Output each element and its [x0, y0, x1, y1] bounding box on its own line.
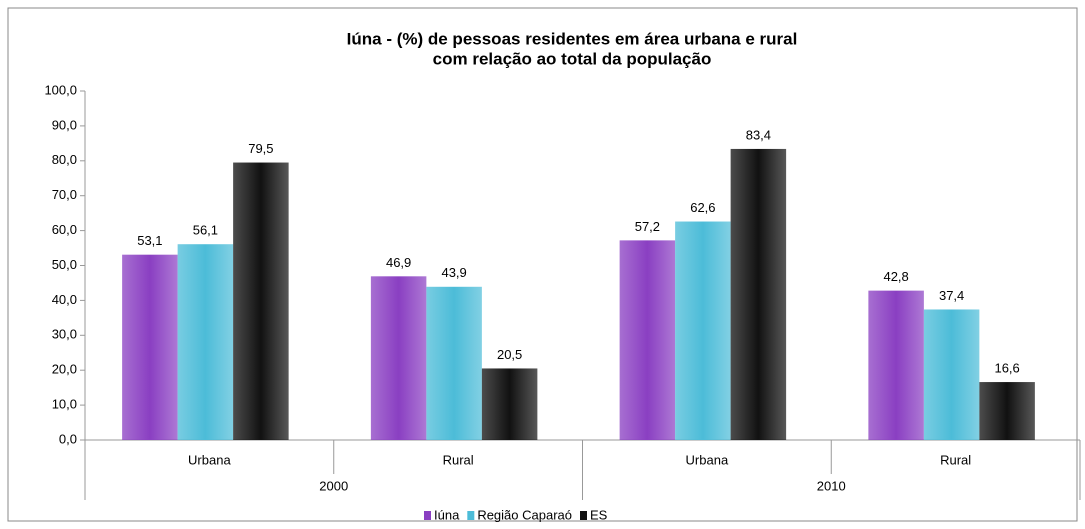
bar	[177, 244, 234, 440]
y-tick-label: 30,0	[52, 327, 77, 342]
y-tick-label: 20,0	[52, 362, 77, 377]
y-tick-label: 0,0	[59, 431, 77, 446]
data-label: 20,5	[497, 347, 522, 362]
legend-swatch	[424, 511, 431, 520]
y-tick-label: 90,0	[52, 117, 77, 132]
legend-swatch	[467, 511, 475, 520]
data-label: 83,4	[746, 127, 771, 142]
data-label: 43,9	[441, 265, 466, 280]
chart-title: Iúna - (%) de pessoas residentes em área…	[347, 29, 798, 48]
y-tick-label: 40,0	[52, 292, 77, 307]
bar	[868, 290, 924, 440]
data-label: 53,1	[137, 233, 162, 248]
y-tick-label: 50,0	[52, 257, 77, 272]
bar	[979, 382, 1035, 440]
legend-label: ES	[590, 507, 608, 522]
y-tick-label: 80,0	[52, 152, 77, 167]
data-label: 37,4	[939, 288, 964, 303]
y-tick-label: 70,0	[52, 187, 77, 202]
y-tick-label: 10,0	[52, 397, 77, 412]
chart-title: com relação ao total da população	[433, 49, 712, 68]
y-tick-label: 60,0	[52, 222, 77, 237]
data-label: 79,5	[248, 141, 273, 156]
legend-label: Região Caparaó	[477, 507, 572, 522]
bar	[426, 286, 482, 440]
bar	[619, 240, 676, 440]
y-tick-label: 100,0	[44, 82, 77, 97]
bar	[675, 221, 731, 440]
x-tick-label: Urbana	[188, 452, 231, 467]
group-label: 2010	[817, 478, 846, 493]
data-label: 57,2	[635, 219, 660, 234]
data-label: 42,8	[883, 269, 908, 284]
bar	[481, 368, 538, 440]
legend-swatch	[580, 511, 587, 520]
legend-label: Iúna	[434, 507, 460, 522]
data-label: 16,6	[994, 361, 1019, 376]
bar	[730, 148, 787, 440]
x-tick-label: Rural	[443, 452, 474, 467]
x-tick-label: Urbana	[686, 452, 729, 467]
data-label: 46,9	[386, 255, 411, 270]
bar	[233, 162, 289, 441]
bar	[923, 309, 980, 440]
bar	[370, 276, 427, 440]
group-label: 2000	[319, 478, 348, 493]
data-label: 56,1	[193, 223, 218, 238]
bar	[122, 254, 178, 440]
data-label: 62,6	[690, 200, 715, 215]
x-tick-label: Rural	[940, 452, 971, 467]
